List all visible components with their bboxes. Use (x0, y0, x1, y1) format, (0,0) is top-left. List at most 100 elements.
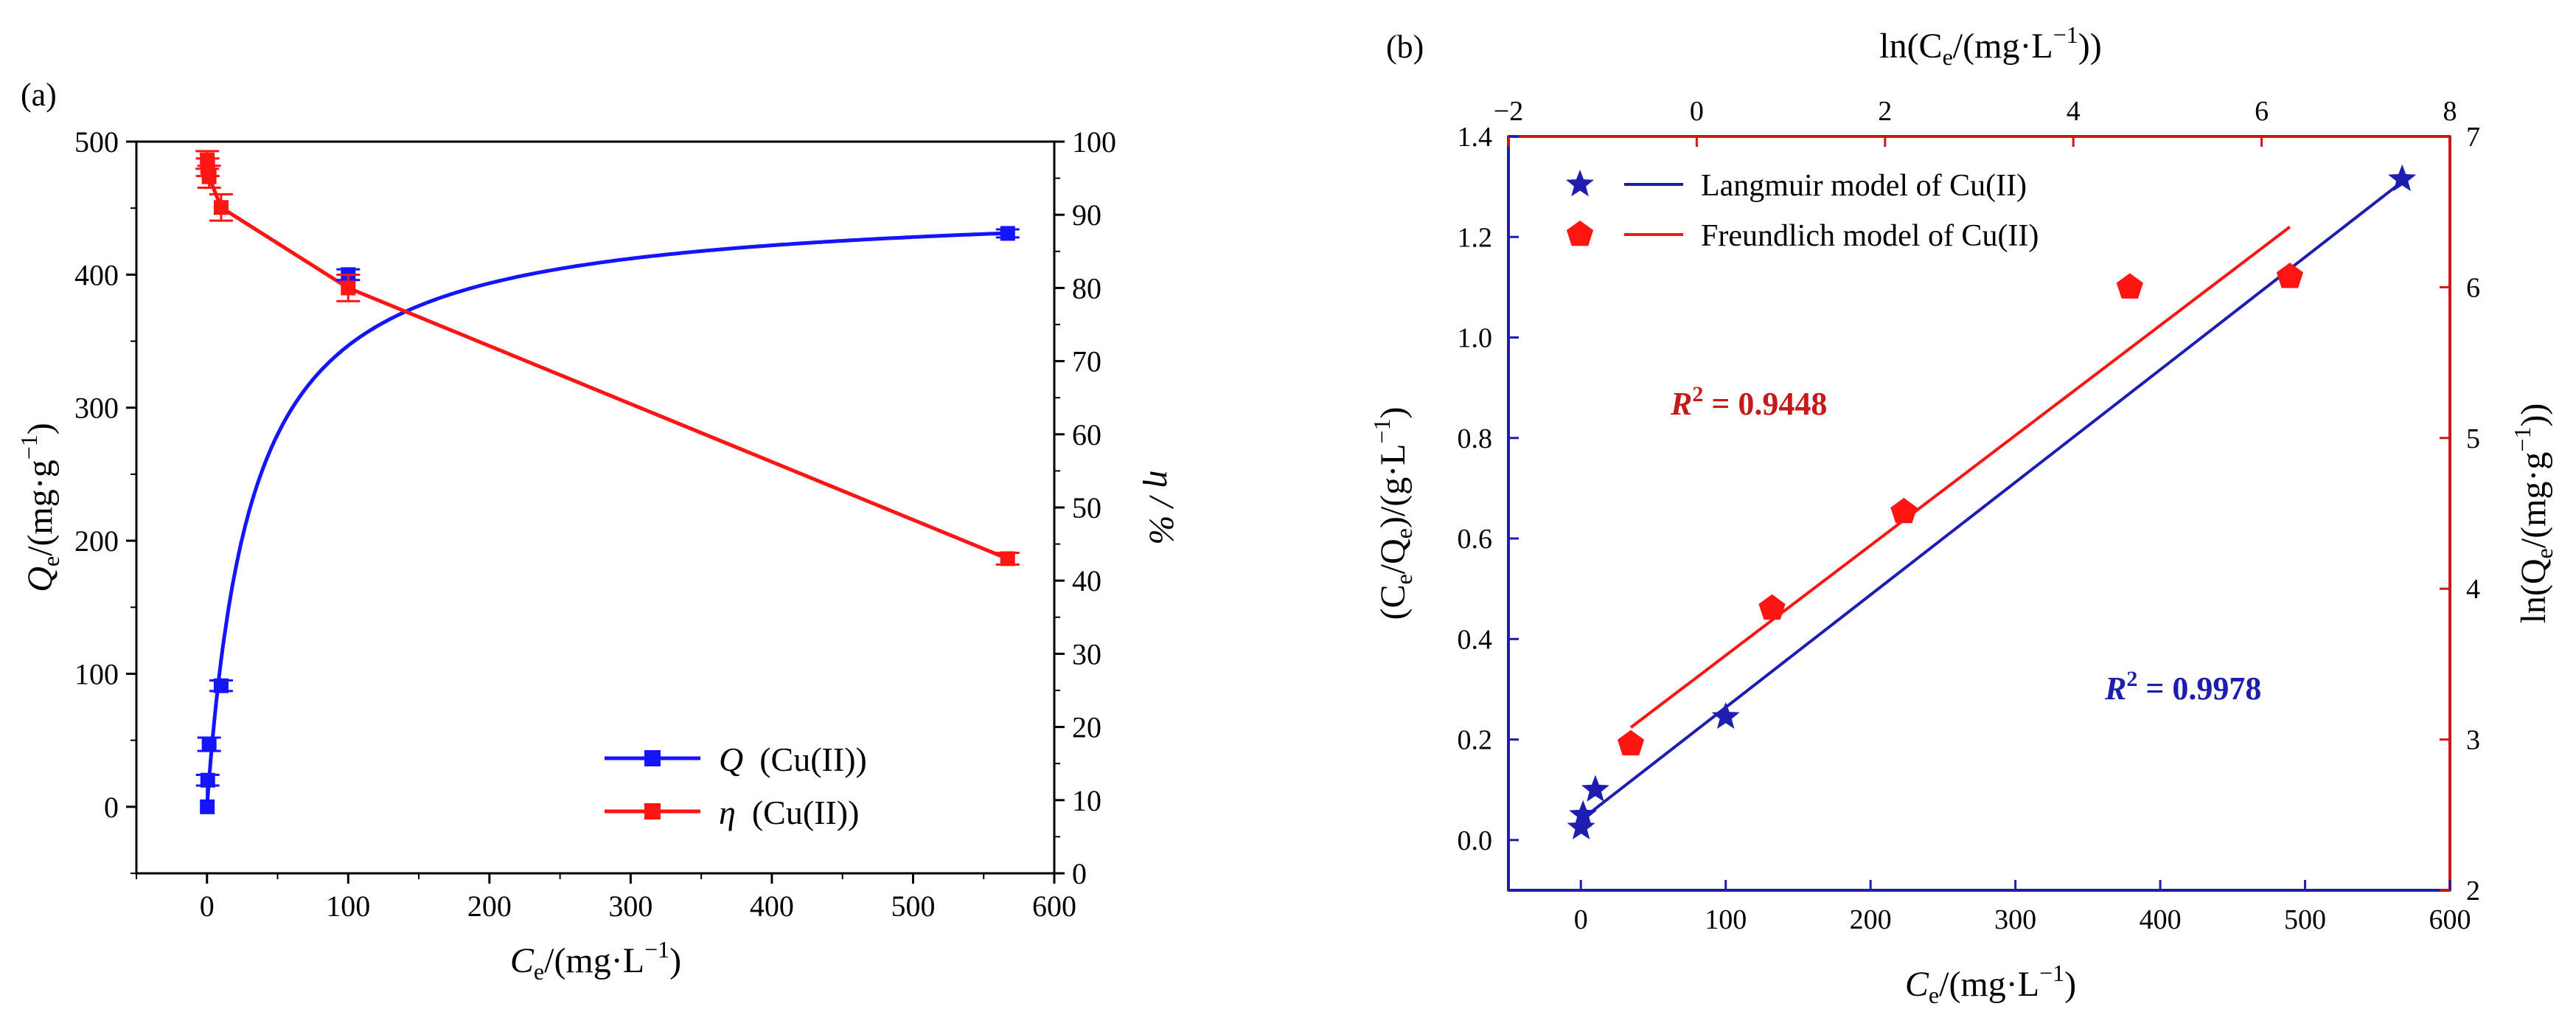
panel-a-y-axis-title: Qe/(mg·g−1) (15, 423, 64, 592)
y2-tick-label: 0 (1072, 857, 1087, 890)
x-tick-label: 400 (750, 890, 794, 923)
panel-b-tick-labels: 0 100 200 300 400 500 600 0.0 0.2 0.4 0.6 0.8 1.0 1.2… (1458, 96, 2481, 935)
panel-a-legend: Q (Cu(II)) η (Cu(II)) (605, 741, 867, 831)
q-point (213, 678, 229, 693)
legend-eta-label: η (Cu(II)) (719, 794, 859, 831)
eta-point (213, 200, 229, 215)
y-tick-label: 0.2 (1458, 725, 1493, 756)
panel-b-legend: Langmuir model of Cu(II) Freundlich mode… (1566, 169, 2039, 253)
x-tick-label: 100 (326, 890, 370, 923)
x2-tick-label: 8 (2443, 96, 2457, 127)
eta-point (1000, 551, 1015, 566)
y-tick-label: 400 (74, 258, 119, 291)
y2-tick-label: 50 (1072, 491, 1101, 524)
y2-tick-label: 40 (1072, 564, 1101, 597)
y2-tick-label: 5 (2466, 423, 2480, 454)
y2-tick-label: 10 (1072, 784, 1101, 817)
langmuir-point (2388, 164, 2417, 192)
panel-b-y2-axis-title: ln(Qe/(mg·g−1)) (2509, 403, 2558, 624)
y2-tick-label: 100 (1072, 125, 1116, 159)
panel-a-y2-axis-title: η / % (1142, 470, 1181, 544)
legend-freundlich-label: Freundlich model of Cu(II) (1701, 219, 2039, 253)
panel-a-plot-frame (135, 140, 1056, 875)
x-tick-label: 100 (1705, 904, 1747, 935)
langmuir-point (1567, 812, 1595, 839)
y2-tick-label: 30 (1072, 637, 1101, 670)
q-point (1000, 226, 1015, 241)
freundlich-point (1617, 729, 1645, 756)
y-tick-label: 0.8 (1458, 423, 1493, 454)
x-tick-label: 500 (891, 890, 935, 923)
y2-tick-label: 3 (2466, 725, 2480, 756)
y-tick-label: 0.4 (1458, 624, 1493, 655)
langmuir-point (1581, 774, 1609, 802)
x2-tick-label: 4 (2067, 96, 2081, 127)
x-tick-label: 300 (608, 890, 652, 923)
panel-b: (b) 0 100 200 300 400 500 600 0.0 0.2 0.4 0.6 0.8 1.… (1368, 21, 2558, 1008)
eta-line (205, 159, 1009, 561)
legend-item-freundlich: Freundlich model of Cu(II) (1566, 219, 2039, 253)
x2-tick-label: 2 (1878, 96, 1892, 127)
langmuir-point (1569, 800, 1598, 827)
x-tick-label: 0 (200, 890, 215, 923)
x-tick-label: 400 (2140, 904, 2182, 935)
y-tick-label: 1.4 (1458, 122, 1493, 153)
freundlich-fit-line (1629, 226, 2291, 729)
y-tick-label: 100 (74, 657, 119, 690)
y2-tick-label: 7 (2466, 122, 2480, 153)
x2-tick-label: −2 (1494, 96, 1523, 127)
legend-langmuir-marker (1566, 170, 1594, 197)
legend-item-langmuir: Langmuir model of Cu(II) (1566, 169, 2027, 203)
langmuir-point (1711, 701, 1740, 729)
legend-star-shape (1566, 170, 1594, 197)
y-tick-label: 300 (74, 392, 119, 425)
panel-a-tick-labels: 0 100 200 300 400 500 600010020030040050001020… (74, 125, 1116, 923)
panel-b-x2-axis-title: ln(Ce/(mg·L−1)) (1879, 21, 2102, 70)
x2-tick-label: 0 (1690, 96, 1704, 127)
y2-tick-label: 4 (2466, 574, 2480, 605)
y2-tick-label: 80 (1072, 271, 1101, 305)
y-tick-label: 1.2 (1458, 222, 1493, 253)
panel-a-x-axis-title: Ce/(mg·L−1) (510, 936, 681, 985)
q-point (200, 799, 215, 814)
legend-pentagon-shape (1566, 221, 1594, 246)
legend-q-label: Q (Cu(II)) (719, 741, 867, 778)
x-tick-label: 0 (1574, 904, 1588, 935)
x-tick-label: 300 (1994, 904, 2036, 935)
eta-point (201, 169, 217, 184)
y-tick-label: 0 (104, 791, 119, 824)
x-tick-label: 600 (1032, 890, 1076, 923)
panel-a: (a) 0 100 200 300 400 500 60001002003004005000… (15, 77, 1181, 985)
legend-langmuir-label: Langmuir model of Cu(II) (1701, 169, 2027, 203)
legend-freundlich-marker (1566, 221, 1594, 246)
freundlich-r2-label: R2 = 0.9448 (1670, 382, 1827, 422)
legend-item-eta: η (Cu(II)) (605, 794, 859, 831)
y-tick-label: 200 (74, 524, 119, 558)
panel-a-ticks (126, 140, 1065, 884)
y2-tick-label: 90 (1072, 198, 1101, 232)
panel-b-marks (1567, 164, 2417, 839)
panel-b-x-axis-title: Ce/(mg·L−1) (1905, 960, 2076, 1008)
y2-tick-label: 60 (1072, 418, 1101, 451)
x-tick-label: 500 (2284, 904, 2326, 935)
x-tick-label: 200 (1850, 904, 1892, 935)
y2-tick-label: 2 (2466, 876, 2480, 907)
y2-tick-label: 20 (1072, 711, 1101, 744)
freundlich-point (1758, 594, 1786, 620)
q-point (201, 737, 217, 752)
legend-eta-marker (644, 803, 661, 819)
y-tick-label: 0.6 (1458, 524, 1493, 555)
freundlich-point (2116, 273, 2143, 299)
y-tick-label: 1.0 (1458, 323, 1493, 354)
panel-a-label: (a) (21, 77, 57, 113)
legend-item-q: Q (Cu(II)) (605, 741, 867, 778)
legend-q-marker (644, 750, 661, 766)
freundlich-point (2276, 263, 2303, 288)
panel-b-y-axis-title: (Ce/Qe)/(g·L−1) (1368, 406, 1417, 620)
panel-b-label: (b) (1386, 29, 1424, 65)
panel-a-marks (195, 150, 1020, 814)
x-tick-label: 200 (467, 890, 512, 923)
y2-tick-label: 6 (2466, 272, 2480, 303)
langmuir-r2-label: R2 = 0.9978 (2104, 667, 2261, 707)
